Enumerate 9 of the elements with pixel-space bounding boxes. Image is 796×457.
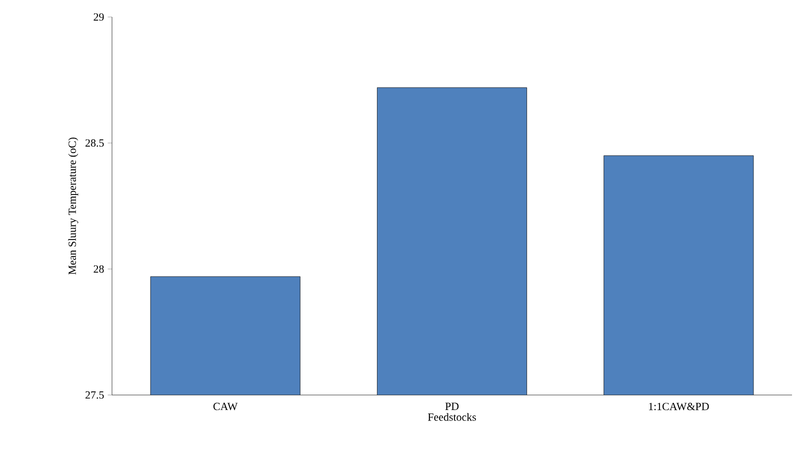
- y-axis-title: Mean Sluury Temperature (oC): [68, 138, 78, 275]
- y-tick-label: 28.5: [86, 139, 104, 147]
- y-tick-label: 29: [94, 13, 104, 21]
- x-tick-label: 1:1CAW&PD: [649, 402, 709, 410]
- x-axis-title: Feedstocks: [428, 413, 476, 421]
- x-tick-label: CAW: [213, 402, 238, 410]
- y-tick-label: 28: [94, 265, 104, 273]
- y-tick-label: 27.5: [86, 391, 104, 399]
- x-tick-label: PD: [445, 402, 459, 410]
